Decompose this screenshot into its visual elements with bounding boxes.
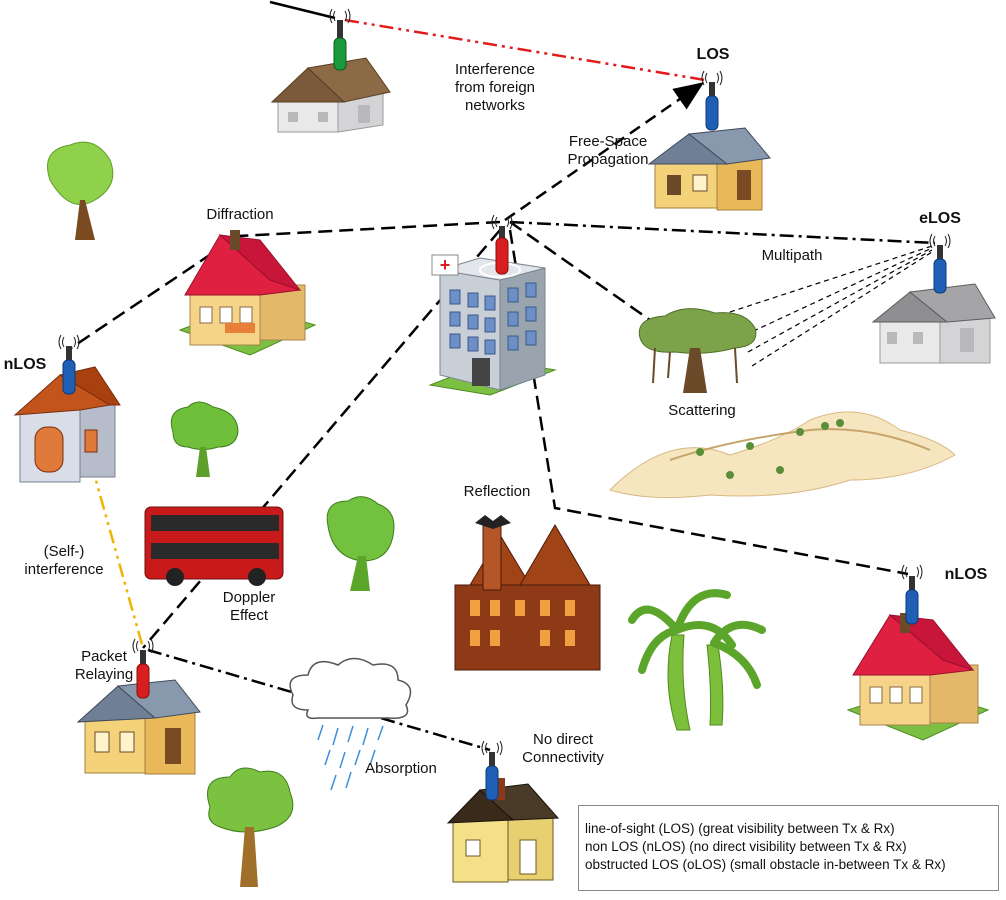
antenna-red-center xyxy=(491,214,513,275)
hills xyxy=(609,411,956,499)
legend-item-los: line-of-sight (LOS) (great visibility be… xyxy=(585,821,895,836)
los-house xyxy=(647,127,771,211)
legend-item-olos: obstructed LOS (oLOS) (small obstacle in… xyxy=(585,857,946,872)
label-scattering: Scattering xyxy=(668,402,736,419)
label-diffraction: Diffraction xyxy=(206,206,274,223)
interference-link xyxy=(344,18,706,82)
label-elos: eLOS xyxy=(919,210,961,227)
label-reflection: Reflection xyxy=(463,483,531,500)
antenna-blue-isolated xyxy=(481,740,503,801)
antenna-red-relay xyxy=(132,638,154,699)
scatter-link xyxy=(509,220,651,322)
palm-trees xyxy=(628,589,766,731)
legend: line-of-sight (LOS) (great visibility be… xyxy=(578,805,999,891)
antenna-blue-elos xyxy=(929,233,951,294)
elos-house xyxy=(871,283,996,364)
svg-text:+: + xyxy=(440,255,451,275)
label-packet-relaying: Packet Relaying xyxy=(74,648,134,683)
antenna-blue-nlos-right xyxy=(901,564,923,625)
label-multipath: Multipath xyxy=(761,247,823,264)
tree-green-center xyxy=(326,496,395,591)
label-los: LOS xyxy=(696,46,730,63)
label-nlos-left: nLOS xyxy=(3,356,47,373)
interference-feed-line xyxy=(269,0,336,20)
double-decker-bus xyxy=(144,506,284,586)
elos-link xyxy=(509,220,936,245)
antenna-blue-nlos-left xyxy=(58,334,80,395)
label-free-space: Free-Space Propagation xyxy=(567,133,649,168)
interferer-house xyxy=(270,57,391,133)
absorption-link xyxy=(147,648,491,752)
multipath-ray-2 xyxy=(744,247,933,336)
reflection-building xyxy=(454,515,601,671)
tree-topleft xyxy=(47,141,114,240)
los-link xyxy=(504,82,705,222)
nlos-right-house xyxy=(846,613,990,741)
label-doppler: Doppler Effect xyxy=(222,589,276,624)
label-absorption: Absorption xyxy=(365,760,437,777)
scatter-tree xyxy=(638,308,757,393)
legend-item-nlos: non LOS (nLOS) (no direct visibility bet… xyxy=(585,839,907,854)
antenna-blue-los xyxy=(701,70,723,131)
label-nlos-right: nLOS xyxy=(944,566,988,583)
tree-small xyxy=(170,401,239,477)
tree-bottom xyxy=(207,767,294,887)
label-interference: Interference from foreign networks xyxy=(454,61,536,114)
rain-cloud xyxy=(289,657,412,791)
multipath-ray-3 xyxy=(747,249,933,353)
isolated-house xyxy=(446,778,560,883)
diffraction-house xyxy=(178,230,317,356)
hospital-tower: + xyxy=(428,254,557,396)
label-self-interference: (Self-) interference xyxy=(24,543,104,578)
nlos-left-house xyxy=(13,366,121,483)
label-no-direct: No direct Connectivity xyxy=(522,731,604,766)
relay-house xyxy=(76,679,201,775)
antenna-green xyxy=(329,8,351,71)
